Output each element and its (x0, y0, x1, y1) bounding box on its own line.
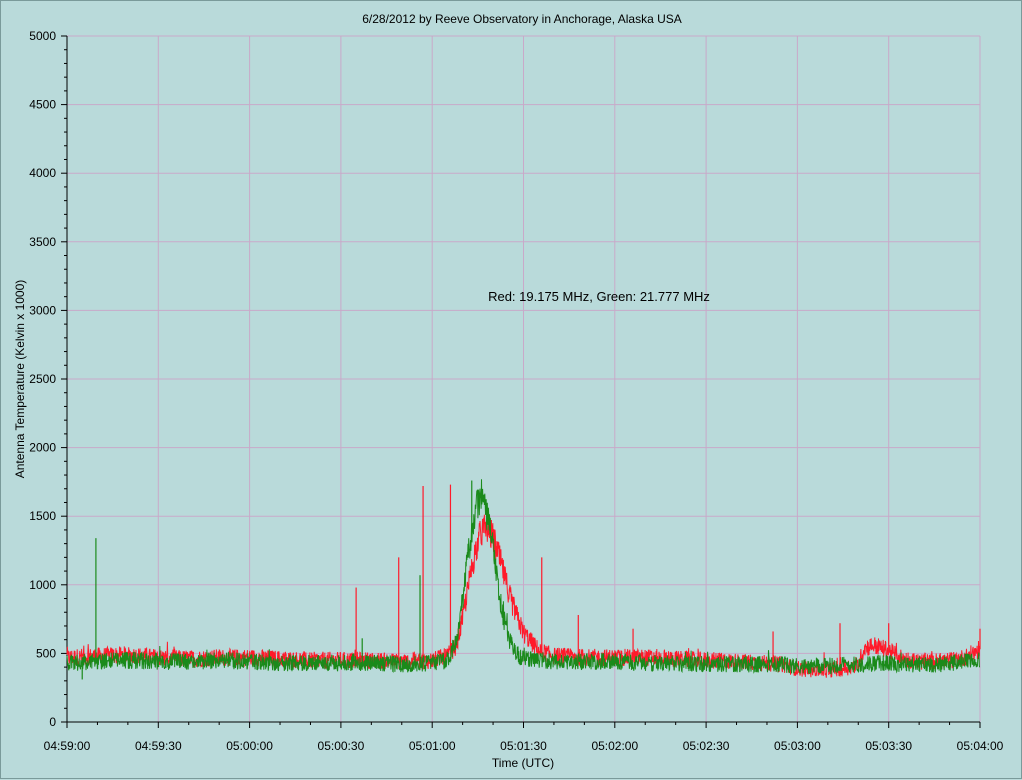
y-tick-label: 1000 (29, 578, 56, 592)
x-tick-label: 05:01:00 (409, 739, 456, 753)
y-tick-label: 1500 (29, 509, 56, 523)
x-axis-title: Time (UTC) (492, 756, 554, 770)
x-tick-label: 04:59:00 (44, 739, 91, 753)
y-tick-label: 2000 (29, 441, 56, 455)
y-tick-label: 5000 (29, 29, 56, 43)
x-tick-label: 05:03:30 (865, 739, 912, 753)
x-tick-label: 05:03:00 (774, 739, 821, 753)
chart-title: 6/28/2012 by Reeve Observatory in Anchor… (362, 12, 682, 26)
y-tick-label: 0 (49, 715, 56, 729)
x-tick-label: 05:02:00 (591, 739, 638, 753)
x-tick-label: 05:01:30 (500, 739, 547, 753)
x-tick-label: 05:00:30 (318, 739, 365, 753)
y-tick-label: 500 (36, 646, 56, 660)
y-tick-label: 3500 (29, 235, 56, 249)
y-axis-ticks: 0 500 1000 1500 2000 2500 3000 3500 4000 4500 5000 (29, 29, 67, 729)
y-tick-label: 3000 (29, 303, 56, 317)
x-tick-label: 05:04:00 (957, 739, 1004, 753)
chart-annotation: Red: 19.175 MHz, Green: 21.777 MHz (488, 289, 710, 304)
x-axis-ticks: 04:59:00 04:59:30 05:00:00 05:00:30 05:01:00… (44, 722, 1004, 753)
x-tick-label: 04:59:30 (135, 739, 182, 753)
x-tick-label: 05:02:30 (683, 739, 730, 753)
y-tick-label: 4500 (29, 98, 56, 112)
series-lines (66, 479, 981, 680)
x-tick-label: 05:00:00 (226, 739, 273, 753)
y-axis-title: Antenna Temperature (Kelvin x 1000) (13, 280, 27, 479)
y-tick-label: 2500 (29, 372, 56, 386)
series-line-green (66, 479, 981, 675)
y-tick-label: 4000 (29, 166, 56, 180)
grid-lines (67, 35, 981, 722)
